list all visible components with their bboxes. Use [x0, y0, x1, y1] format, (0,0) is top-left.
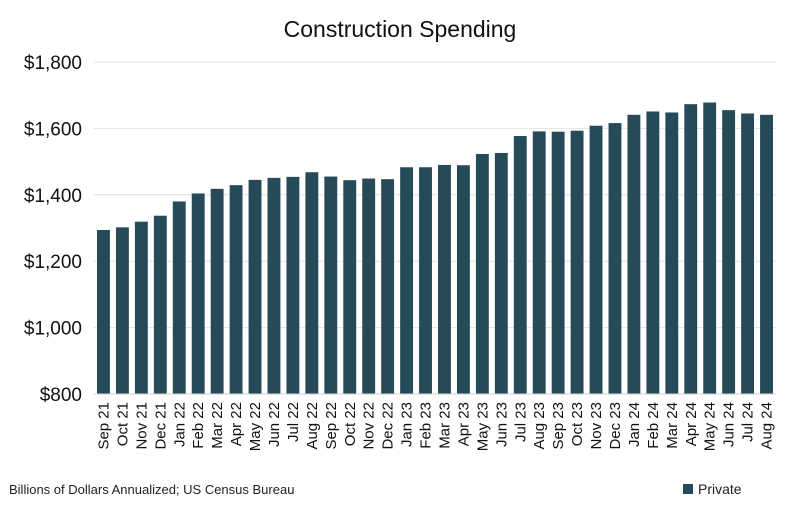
x-tick-label: Oct 23: [569, 402, 586, 446]
bar: [570, 130, 584, 394]
bar: [703, 102, 717, 394]
bar: [608, 123, 622, 394]
bar: [475, 153, 489, 394]
x-tick-label: Sep 23: [550, 402, 567, 450]
y-tick-label: $1,600: [24, 119, 82, 140]
y-tick-label: $800: [40, 385, 82, 406]
bar: [343, 180, 357, 394]
y-tick-label: $1,000: [24, 319, 82, 340]
legend-label: Private: [698, 481, 742, 497]
bar: [513, 136, 527, 394]
y-tick-label: $1,400: [24, 186, 82, 207]
bar: [267, 177, 281, 394]
x-tick-label: Oct 21: [114, 402, 131, 446]
x-tick-label: Jan 24: [626, 402, 643, 447]
bar: [324, 176, 338, 394]
bar: [97, 229, 110, 394]
bar: [532, 131, 546, 394]
x-tick-label: Jan 23: [399, 402, 416, 447]
bar: [494, 152, 508, 394]
bar: [229, 185, 243, 394]
x-tick-label: Mar 23: [436, 402, 453, 449]
bar: [153, 215, 167, 394]
x-tick-label: Feb 22: [190, 402, 207, 449]
x-tick-label: Jun 23: [493, 402, 510, 447]
bar: [646, 111, 660, 394]
x-tick-label: Apr 24: [683, 402, 700, 446]
x-tick-label: Dec 22: [380, 402, 397, 450]
x-tick-label: Oct 22: [342, 402, 359, 446]
bar: [665, 112, 679, 395]
x-tick-label: Aug 23: [531, 402, 548, 450]
x-tick-label: Mar 24: [664, 402, 681, 449]
x-tick-label: May 22: [247, 402, 264, 451]
bar: [627, 114, 641, 395]
bar: [400, 167, 414, 394]
chart-title: Construction Spending: [283, 16, 517, 42]
bar: [134, 221, 148, 394]
x-tick-label: Feb 24: [645, 402, 662, 449]
bar: [684, 104, 698, 394]
bar: [172, 201, 186, 394]
legend: Private: [683, 481, 742, 497]
x-tick-label: May 24: [702, 402, 719, 451]
bar: [381, 179, 395, 394]
x-tick-label: Apr 23: [455, 402, 472, 446]
bar: [438, 164, 451, 394]
bar: [191, 193, 205, 394]
x-tick-label: Nov 23: [588, 402, 605, 450]
y-tick-label: $1,200: [24, 252, 82, 273]
x-tick-label: Nov 22: [361, 402, 378, 450]
bar: [115, 227, 129, 394]
x-tick-label: Nov 21: [133, 402, 150, 450]
bar: [741, 113, 755, 395]
bar: [286, 176, 300, 394]
x-tick-label: Aug 24: [759, 402, 776, 450]
bar: [456, 165, 470, 394]
x-tick-label: Dec 23: [607, 402, 624, 450]
bar: [248, 179, 262, 394]
bar: [589, 125, 603, 394]
legend-swatch: [683, 484, 693, 494]
x-tick-label: Jun 22: [266, 402, 283, 447]
x-tick-label: Dec 21: [152, 402, 169, 450]
bar: [419, 167, 432, 394]
bar: [722, 110, 736, 394]
x-tick-label: Jul 23: [512, 402, 529, 442]
bar: [760, 114, 773, 395]
x-tick-label: May 23: [474, 402, 491, 451]
x-tick-label: Sep 22: [323, 402, 340, 450]
x-tick-label: Jul 24: [740, 402, 757, 442]
source-footnote: Billions of Dollars Annualized; US Censu…: [9, 482, 295, 497]
bar: [305, 172, 319, 394]
x-tick-label: Jul 22: [285, 402, 302, 442]
x-tick-label: Jun 24: [721, 402, 738, 447]
bar: [362, 178, 376, 394]
bar: [551, 131, 565, 394]
bar: [210, 188, 224, 394]
x-tick-label: Mar 22: [209, 402, 226, 449]
x-tick-label: Sep 21: [95, 402, 112, 450]
x-tick-label: Apr 22: [228, 402, 245, 446]
x-tick-label: Feb 23: [418, 402, 435, 449]
x-tick-label: Aug 22: [304, 402, 321, 450]
x-tick-label: Jan 22: [171, 402, 188, 447]
y-tick-label: $1,800: [24, 53, 82, 74]
